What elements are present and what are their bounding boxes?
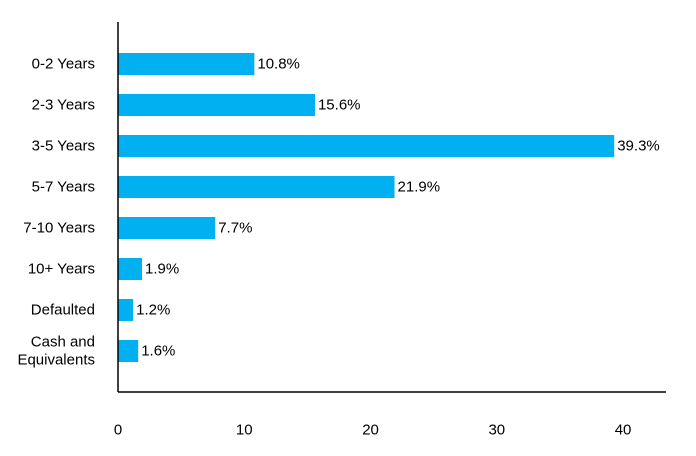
x-tick-label-40: 40 [615, 422, 632, 439]
bar-5 [118, 217, 216, 239]
category-label-text: 3-5 Years [32, 138, 95, 155]
category-label-2: 2-3 Years [32, 97, 95, 114]
category-label-5: 7-10 Years [23, 220, 95, 237]
bar-7 [118, 299, 134, 321]
data-label-1: 10.8% [257, 56, 300, 73]
category-label-text: 5-7 Years [32, 179, 95, 196]
axes-layer: 0 10 20 30 40 [114, 22, 666, 439]
category-label-text: 10+ Years [28, 261, 95, 278]
x-tick-label-30: 30 [488, 422, 505, 439]
labels-layer: 10.8% 0-2 Years 15.6% 2-3 Years 39.3% 3-5 Yea… [17, 56, 659, 369]
category-label-6: 10+ Years [28, 261, 95, 278]
data-label-3: 39.3% [617, 138, 660, 155]
category-label-text: Defaulted [31, 302, 95, 319]
data-label-5: 7.7% [218, 220, 252, 237]
category-label-7: Defaulted [31, 302, 95, 319]
x-tick-label-0: 0 [114, 422, 122, 439]
category-label-text: Equivalents [17, 352, 95, 369]
data-label-7: 1.2% [136, 302, 170, 319]
bar-3 [118, 135, 615, 157]
data-label-2: 15.6% [318, 97, 361, 114]
data-label-6: 1.9% [145, 261, 179, 278]
x-tick-label-10: 10 [236, 422, 253, 439]
bar-8 [118, 340, 139, 362]
category-label-4: 5-7 Years [32, 179, 95, 196]
bar-6 [118, 258, 142, 280]
bar-4 [118, 176, 395, 198]
x-tick-label-20: 20 [362, 422, 379, 439]
data-label-8: 1.6% [141, 343, 175, 360]
bar-2 [118, 94, 315, 116]
category-label-text: Cash and [31, 334, 95, 351]
data-label-4: 21.9% [398, 179, 441, 196]
category-label-text: 2-3 Years [32, 97, 95, 114]
category-label-text: 7-10 Years [23, 220, 95, 237]
bar-1 [118, 53, 255, 75]
category-label-text: 0-2 Years [32, 56, 95, 73]
category-label-3: 3-5 Years [32, 138, 95, 155]
bars-layer [118, 53, 615, 362]
category-label-1: 0-2 Years [32, 56, 95, 73]
